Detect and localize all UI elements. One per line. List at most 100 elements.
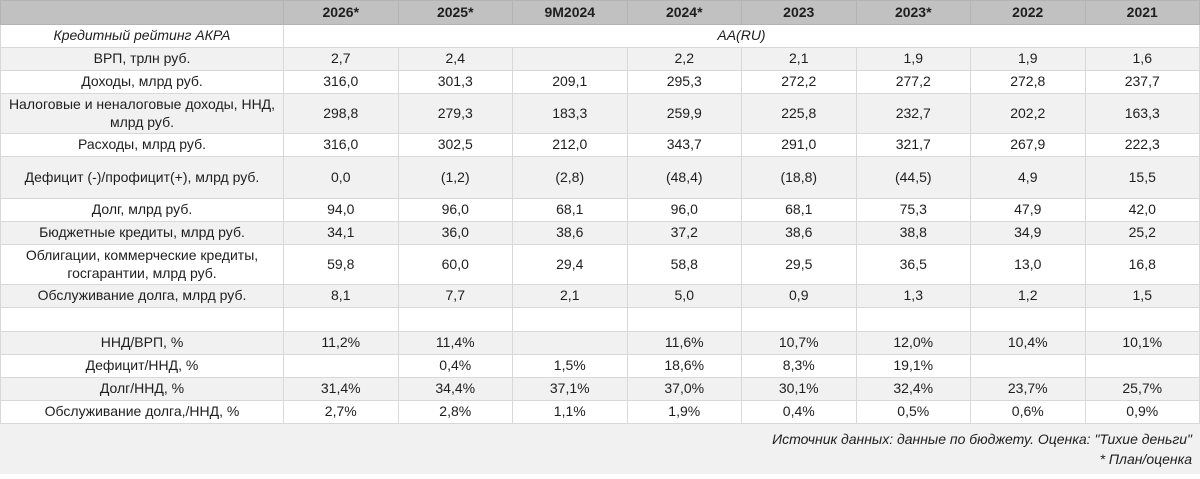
value-cell: 0,9% — [1084, 400, 1200, 424]
value-cell: 0,4% — [397, 354, 513, 378]
footer-plan-note: * План/оценка — [1099, 451, 1192, 468]
value-cell: 302,5 — [397, 133, 513, 157]
column-header-2023*: 2023* — [855, 0, 971, 25]
value-cell: 277,2 — [855, 70, 971, 94]
value-cell: (1,2) — [397, 156, 513, 199]
value-cell: 2,4 — [397, 47, 513, 71]
value-cell: 0,9 — [741, 284, 857, 308]
value-cell: 2,8% — [397, 400, 513, 424]
table-row: Налоговые и неналоговые доходы, ННД, млр… — [0, 93, 1200, 134]
value-cell: 209,1 — [512, 70, 628, 94]
table-row: Долг/ННД, % 31,4% 34,4% 37,1% 37,0% 30,1% 32,4… — [0, 377, 1200, 401]
value-cell: 1,2 — [970, 284, 1086, 308]
value-cell — [1084, 307, 1200, 332]
budget-table: 2026* 2025* 9М2024 2024* 2023 2023* 2022 2021 К… — [0, 0, 1200, 424]
value-cell: 0,6% — [970, 400, 1086, 424]
value-cell: (18,8) — [741, 156, 857, 199]
value-cell: 58,8 — [626, 244, 742, 285]
value-cell — [283, 307, 399, 332]
row-label: Дефицит (-)/профицит(+), млрд руб. — [0, 156, 284, 199]
value-cell — [397, 307, 513, 332]
row-label: Расходы, млрд руб. — [0, 133, 284, 157]
rating-row: Кредитный рейтинг АКРА AA(RU) — [0, 24, 1200, 48]
value-cell: 31,4% — [283, 377, 399, 401]
value-cell: 343,7 — [626, 133, 742, 157]
value-cell: (48,4) — [626, 156, 742, 199]
value-cell: 96,0 — [397, 198, 513, 222]
value-cell: 37,2 — [626, 221, 742, 245]
value-cell: 1,3 — [855, 284, 971, 308]
row-label: Бюджетные кредиты, млрд руб. — [0, 221, 284, 245]
value-cell: 8,1 — [283, 284, 399, 308]
value-cell: 202,2 — [970, 93, 1086, 134]
value-cell: 10,4% — [970, 331, 1086, 355]
value-cell: 96,0 — [626, 198, 742, 222]
value-cell: 2,7% — [283, 400, 399, 424]
value-cell: 0,0 — [283, 156, 399, 199]
value-cell: 59,8 — [283, 244, 399, 285]
row-label: Долг, млрд руб. — [0, 198, 284, 222]
rating-label: Кредитный рейтинг АКРА — [0, 24, 284, 48]
value-cell: 47,9 — [970, 198, 1086, 222]
value-cell: 212,0 — [512, 133, 628, 157]
value-cell: 272,8 — [970, 70, 1086, 94]
value-cell: 279,3 — [397, 93, 513, 134]
value-cell — [855, 307, 971, 332]
value-cell: 38,6 — [741, 221, 857, 245]
value-cell — [1084, 354, 1200, 378]
table-row: Доходы, млрд руб. 316,0 301,3 209,1 295,3 272… — [0, 70, 1200, 94]
value-cell — [626, 307, 742, 332]
column-header-9М2024: 9М2024 — [512, 0, 628, 25]
value-cell: 19,1% — [855, 354, 971, 378]
row-label: Обслуживание долга, млрд руб. — [0, 284, 284, 308]
value-cell — [741, 307, 857, 332]
value-cell: 15,5 — [1084, 156, 1200, 199]
value-cell — [283, 354, 399, 378]
row-label: Долг/ННД, % — [0, 377, 284, 401]
value-cell: 25,2 — [1084, 221, 1200, 245]
header-row: 2026* 2025* 9М2024 2024* 2023 2023* 2022 2021 — [0, 0, 1200, 25]
value-cell: 32,4% — [855, 377, 971, 401]
row-label: Доходы, млрд руб. — [0, 70, 284, 94]
table-body: Кредитный рейтинг АКРА AA(RU) ВРП, трлн ру… — [0, 24, 1200, 424]
value-cell: 34,9 — [970, 221, 1086, 245]
value-cell: 34,4% — [397, 377, 513, 401]
value-cell: 0,5% — [855, 400, 971, 424]
value-cell: 42,0 — [1084, 198, 1200, 222]
table-row: Дефицит/ННД, % 0,4% 1,5% 18,6% 8,3% 19,1% — [0, 354, 1200, 378]
row-label — [0, 307, 284, 332]
value-cell: 11,4% — [397, 331, 513, 355]
value-cell: 25,7% — [1084, 377, 1200, 401]
value-cell: 5,0 — [626, 284, 742, 308]
value-cell: (2,8) — [512, 156, 628, 199]
value-cell: 298,8 — [283, 93, 399, 134]
value-cell: 68,1 — [741, 198, 857, 222]
value-cell: 259,9 — [626, 93, 742, 134]
value-cell: 232,7 — [855, 93, 971, 134]
value-cell: 267,9 — [970, 133, 1086, 157]
value-cell: 18,6% — [626, 354, 742, 378]
column-header-2021: 2021 — [1084, 0, 1200, 25]
row-label: ВРП, трлн руб. — [0, 47, 284, 71]
row-label: Облигации, коммерческие кредиты, госгара… — [0, 244, 284, 285]
corner-cell — [0, 0, 284, 25]
value-cell: 30,1% — [741, 377, 857, 401]
value-cell: 13,0 — [970, 244, 1086, 285]
value-cell: 10,7% — [741, 331, 857, 355]
value-cell — [970, 307, 1086, 332]
value-cell: 60,0 — [397, 244, 513, 285]
value-cell: 16,8 — [1084, 244, 1200, 285]
column-header-2023: 2023 — [741, 0, 857, 25]
value-cell — [512, 307, 628, 332]
value-cell: 291,0 — [741, 133, 857, 157]
value-cell: 222,3 — [1084, 133, 1200, 157]
value-cell: 34,1 — [283, 221, 399, 245]
table-row: Облигации, коммерческие кредиты, госгара… — [0, 244, 1200, 285]
table-row: Бюджетные кредиты, млрд руб. 34,1 36,0 38,6… — [0, 221, 1200, 245]
table-row: Дефицит (-)/профицит(+), млрд руб. 0,0 (1,… — [0, 156, 1200, 199]
value-cell: 316,0 — [283, 70, 399, 94]
value-cell: 23,7% — [970, 377, 1086, 401]
value-cell — [512, 47, 628, 71]
value-cell: 163,3 — [1084, 93, 1200, 134]
value-cell: 1,9 — [970, 47, 1086, 71]
